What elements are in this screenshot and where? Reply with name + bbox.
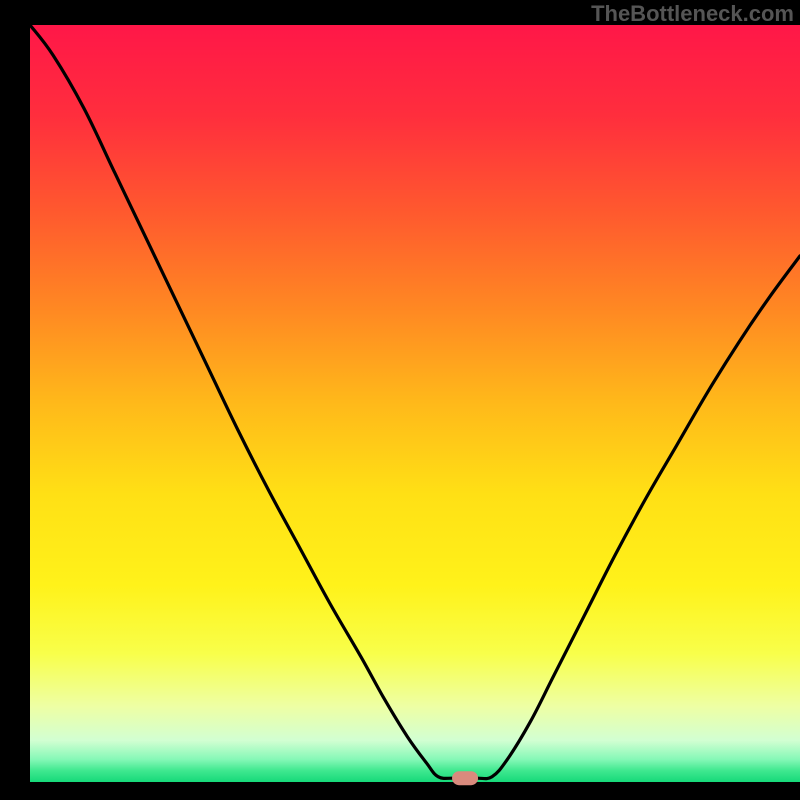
source-watermark: TheBottleneck.com xyxy=(591,1,794,27)
bottleneck-chart xyxy=(0,0,800,800)
optimal-marker xyxy=(452,771,478,785)
gradient-background xyxy=(30,25,800,782)
